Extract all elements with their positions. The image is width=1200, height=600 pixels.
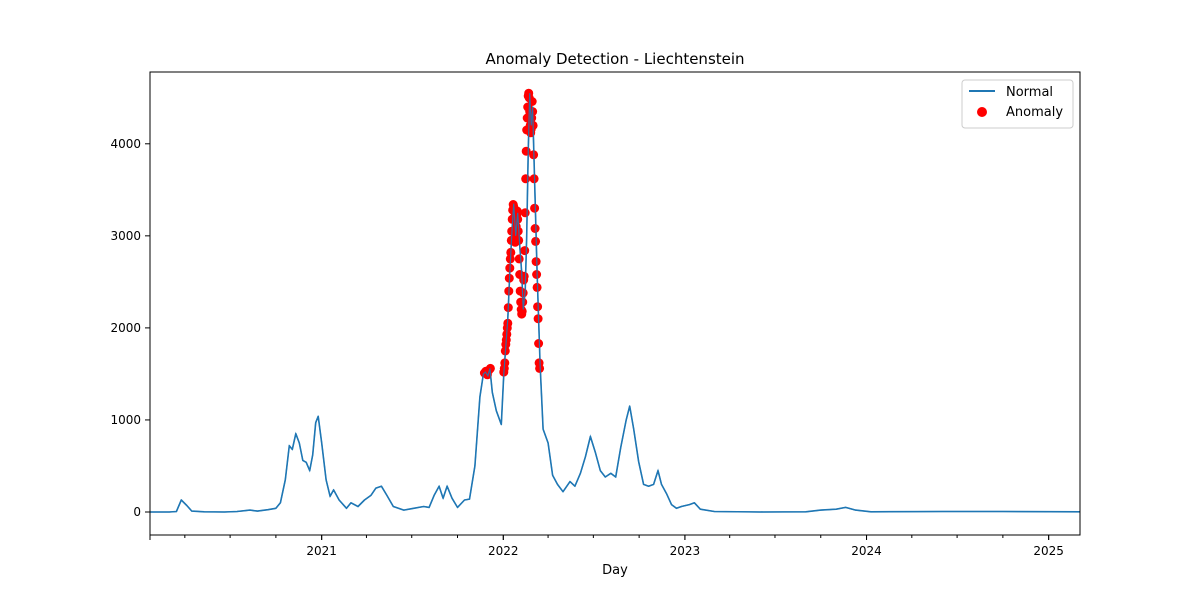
- x-tick-label: 2022: [488, 544, 519, 558]
- anomaly-point: [514, 254, 524, 264]
- anomaly-point: [514, 235, 524, 245]
- normal-series-layer: [150, 92, 1081, 513]
- legend-anomaly-swatch: [977, 107, 987, 117]
- y-tick-label: 0: [133, 505, 141, 519]
- anomaly-point: [530, 224, 540, 233]
- normal-series-line: [150, 92, 1081, 513]
- anomaly-point: [521, 174, 531, 184]
- anomaly-point: [533, 302, 543, 312]
- y-axis: 0 1000 2000 3000 4000: [110, 137, 150, 519]
- normal-series-overlay: [150, 93, 1081, 513]
- x-tick-label: 2021: [306, 544, 337, 558]
- anomaly-point: [531, 257, 541, 267]
- legend-anomaly-label: Anomaly: [1006, 105, 1063, 120]
- y-tick-label: 1000: [110, 413, 141, 427]
- y-tick-label: 3000: [110, 229, 141, 243]
- x-tick-label: 2025: [1033, 544, 1064, 558]
- anomaly-point: [517, 306, 527, 316]
- anomaly-series-layer: [150, 88, 1081, 513]
- legend: Normal Anomaly: [961, 79, 1074, 129]
- anomaly-point: [520, 246, 530, 256]
- x-axis: 2021 2022 2023 2024 2025: [149, 535, 1064, 558]
- anomaly-point: [519, 271, 529, 281]
- anomaly-point: [530, 203, 540, 213]
- plot-area: [150, 88, 1081, 513]
- anomaly-point: [534, 339, 544, 348]
- anomaly-point: [531, 236, 541, 246]
- x-tick-label: 2023: [670, 544, 701, 558]
- x-axis-label: Day: [602, 563, 628, 578]
- anomaly-point: [512, 206, 522, 216]
- y-tick-label: 4000: [110, 137, 141, 151]
- plot-frame: [149, 71, 1081, 536]
- anomaly-point: [535, 363, 545, 373]
- chart-title: Anomaly Detection - Liechtenstein: [485, 50, 744, 68]
- y-tick-label: 2000: [110, 321, 141, 335]
- legend-normal-label: Normal: [1006, 85, 1053, 100]
- anomaly-point: [520, 208, 530, 218]
- x-tick-label: 2024: [851, 544, 882, 558]
